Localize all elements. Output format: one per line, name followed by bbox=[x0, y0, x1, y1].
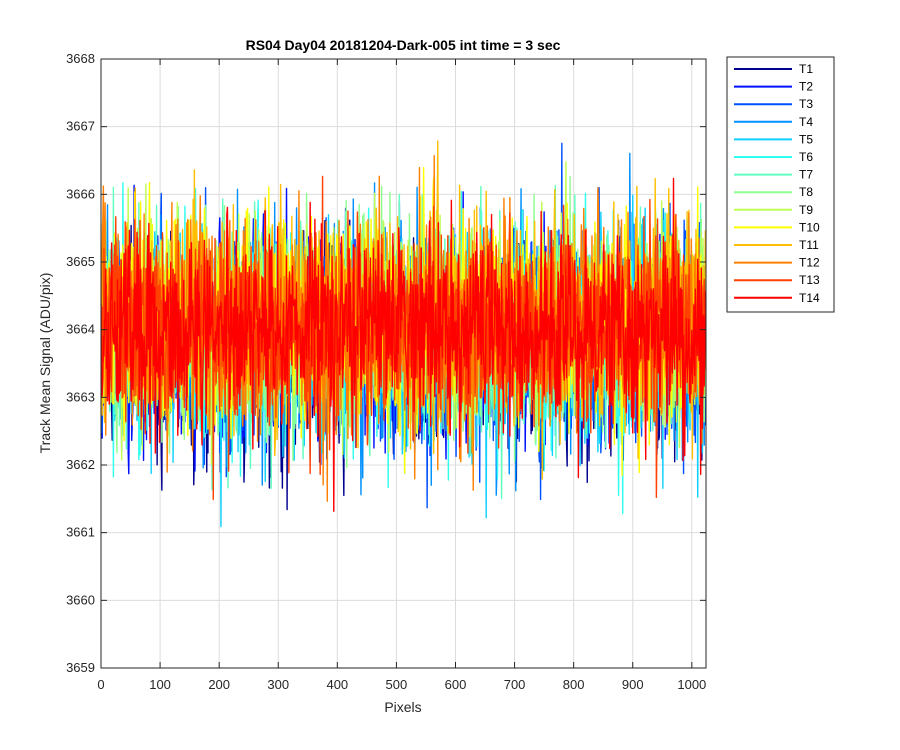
legend-label-t5: T5 bbox=[799, 132, 813, 146]
x-axis-label: Pixels bbox=[384, 699, 421, 715]
y-tick-label: 3668 bbox=[66, 51, 95, 66]
legend-label-t6: T6 bbox=[799, 150, 813, 164]
y-tick-label: 3665 bbox=[66, 254, 95, 269]
axis-ticks bbox=[100, 58, 706, 669]
legend: T1 T2 T3 T4 T5 T6 T7 T8 T9 T10 T11 T12 T13 T14 bbox=[726, 56, 835, 313]
legend-box bbox=[726, 56, 835, 313]
x-tick-label: 400 bbox=[326, 677, 348, 692]
legend-label-t14: T14 bbox=[799, 291, 820, 305]
y-tick-label: 3662 bbox=[66, 457, 95, 472]
series-line-t13 bbox=[101, 175, 706, 501]
legend-label-t4: T4 bbox=[799, 115, 813, 129]
y-tick-label: 3659 bbox=[66, 660, 95, 675]
series-lines bbox=[101, 140, 706, 528]
legend-label-t2: T2 bbox=[799, 80, 813, 94]
legend-label-t9: T9 bbox=[799, 203, 813, 217]
chart-title: RS04 Day04 20181204-Dark-005 int time = … bbox=[246, 37, 561, 53]
x-tick-label: 300 bbox=[267, 677, 289, 692]
series-line-t14 bbox=[101, 177, 706, 512]
legend-label-t12: T12 bbox=[799, 256, 820, 270]
x-tick-label: 0 bbox=[97, 677, 104, 692]
x-tick-label: 600 bbox=[445, 677, 467, 692]
y-tick-label: 3663 bbox=[66, 389, 95, 404]
x-tick-label: 200 bbox=[208, 677, 230, 692]
y-tick-label: 3667 bbox=[66, 119, 95, 134]
plot-frame bbox=[100, 58, 707, 669]
y-tick-label: 3664 bbox=[66, 322, 95, 337]
legend-label-t11: T11 bbox=[799, 238, 819, 252]
x-tick-labels: 0 100 200 300 400 500 600 700 800 900 1000 bbox=[97, 677, 706, 692]
legend-label-t7: T7 bbox=[799, 168, 813, 182]
x-tick-label: 700 bbox=[504, 677, 526, 692]
x-tick-label: 500 bbox=[386, 677, 408, 692]
y-tick-label: 3660 bbox=[66, 592, 95, 607]
y-tick-label: 3661 bbox=[66, 525, 95, 540]
legend-label-t1: T1 bbox=[799, 62, 813, 76]
legend-label-t8: T8 bbox=[799, 185, 813, 199]
y-tick-label: 3666 bbox=[66, 186, 95, 201]
legend-label-t3: T3 bbox=[799, 97, 813, 111]
y-axis-label: Track Mean Signal (ADU/pix) bbox=[37, 273, 53, 454]
x-tick-label: 1000 bbox=[677, 677, 706, 692]
y-tick-labels: 3659 3660 3661 3662 3663 3664 3665 3666 3667 3668 bbox=[66, 51, 95, 675]
x-tick-label: 800 bbox=[563, 677, 585, 692]
legend-label-t13: T13 bbox=[799, 273, 820, 287]
x-tick-label: 900 bbox=[622, 677, 644, 692]
legend-label-t10: T10 bbox=[799, 220, 820, 234]
x-tick-label: 100 bbox=[149, 677, 171, 692]
